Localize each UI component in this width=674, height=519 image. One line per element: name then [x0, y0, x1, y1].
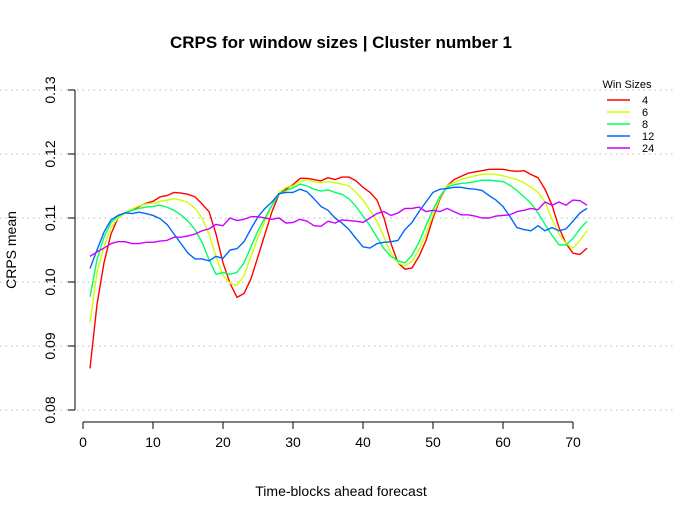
y-tick-label-0: 0.08 [42, 396, 58, 423]
series-line-12 [89, 186, 588, 269]
gridlines [0, 89, 674, 411]
chart-title: CRPS for window sizes | Cluster number 1 [170, 33, 512, 52]
series-lines [89, 168, 588, 369]
x-tick-label-1: 10 [145, 434, 161, 450]
x-tick-label-3: 30 [285, 434, 301, 450]
series-line-24 [89, 199, 588, 257]
x-tick-label-4: 40 [355, 434, 371, 450]
x-tick-label-0: 0 [79, 434, 87, 450]
y-tick-label-1: 0.09 [42, 332, 58, 359]
legend-label-8: 8 [642, 119, 648, 131]
y-axis-label: CRPS mean [3, 211, 19, 289]
legend-label-4: 4 [642, 95, 648, 107]
x-tick-label-6: 60 [495, 434, 511, 450]
y-axis: 0.08 0.09 0.10 0.11 0.12 0.13 [42, 76, 76, 424]
x-tick-label-5: 50 [425, 434, 441, 450]
y-tick-label-2: 0.10 [42, 268, 58, 295]
legend-label-6: 6 [642, 107, 648, 119]
y-tick-label-4: 0.12 [42, 140, 58, 167]
legend-title: Win Sizes [603, 79, 652, 91]
series-line-4 [89, 168, 588, 369]
x-tick-label-2: 20 [215, 434, 231, 450]
y-tick-label-5: 0.13 [42, 76, 58, 103]
x-axis: 0 10 20 30 40 50 60 70 [79, 421, 581, 450]
legend-label-12: 12 [642, 131, 654, 143]
x-axis-label: Time-blocks ahead forecast [255, 483, 427, 499]
x-tick-label-7: 70 [565, 434, 581, 450]
legend-label-24: 24 [642, 143, 654, 155]
series-line-8 [89, 179, 588, 297]
y-tick-label-3: 0.11 [42, 205, 58, 231]
series-line-6 [89, 173, 588, 323]
